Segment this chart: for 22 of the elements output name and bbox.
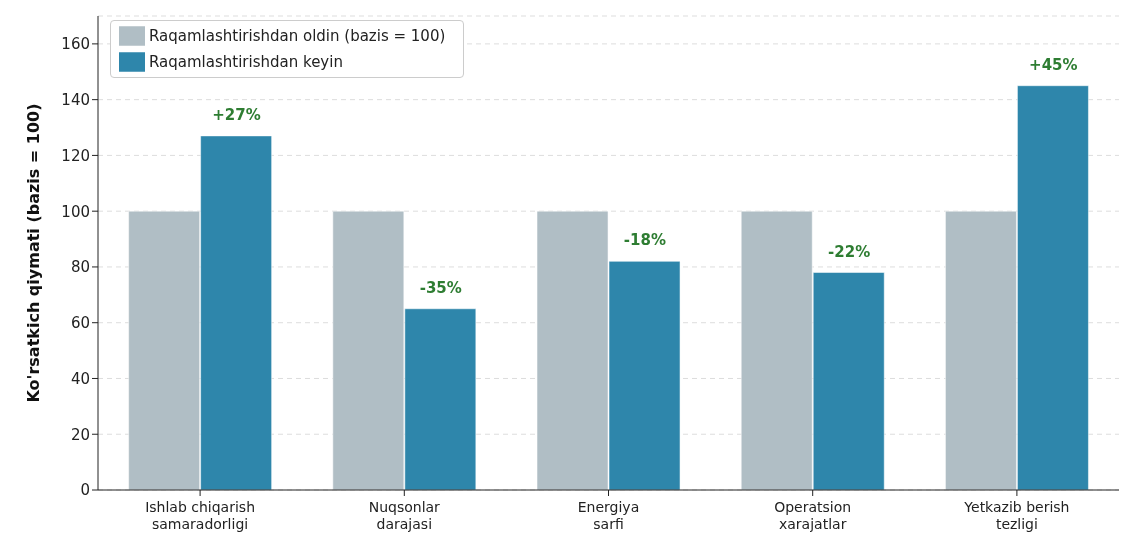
y-tick-label: 160	[61, 35, 90, 54]
annotation: -22%	[828, 242, 871, 261]
y-tick-label: 100	[61, 202, 90, 221]
annotation: +45%	[1029, 55, 1078, 74]
x-tick-label: Ishlab chiqarish samaradorligi	[145, 499, 256, 532]
x-tick-label: Yetkazib berish tezligi	[963, 499, 1070, 532]
y-tick-label: 140	[61, 90, 90, 109]
x-tick-label: Operatsion xarajatlar	[774, 499, 852, 532]
y-tick-label: 120	[61, 146, 90, 165]
legend-label: Raqamlashtirishdan keyin	[149, 52, 343, 71]
y-tick-label: 80	[70, 258, 90, 277]
annotation: -35%	[419, 278, 462, 297]
x-tick-label: Energiya sarfi	[577, 499, 640, 532]
y-axis-title: Ko'rsatkich qiymati (bazis = 100)	[23, 103, 43, 403]
x-tick-label: Nuqsonlar darajasi	[368, 499, 441, 532]
y-tick-label: 20	[70, 425, 90, 444]
y-tick-label: 60	[70, 314, 90, 333]
annotation: +27%	[212, 105, 261, 124]
y-tick-label: 40	[70, 369, 90, 388]
y-tick-label: 0	[80, 481, 90, 500]
legend-label: Raqamlashtirishdan oldin (bazis = 100)	[149, 26, 446, 45]
annotation: -18%	[623, 231, 667, 250]
